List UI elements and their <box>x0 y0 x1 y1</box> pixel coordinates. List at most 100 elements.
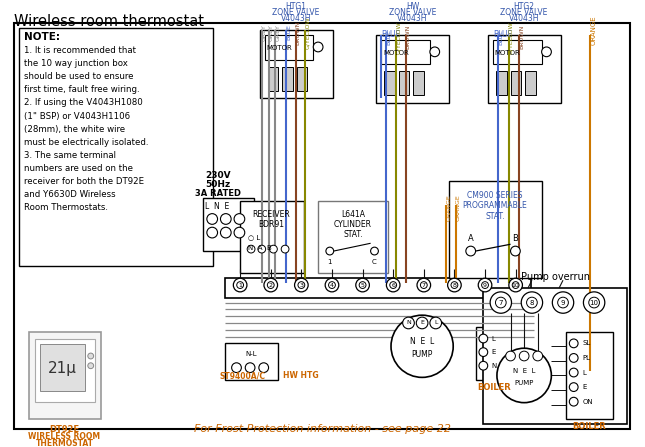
Bar <box>225 343 278 380</box>
Text: (28mm), the white wire: (28mm), the white wire <box>24 125 124 134</box>
Circle shape <box>264 278 277 292</box>
Circle shape <box>482 282 488 288</box>
Circle shape <box>371 247 379 255</box>
Text: HW HTG: HW HTG <box>283 371 319 380</box>
Text: 7: 7 <box>422 283 426 287</box>
Circle shape <box>402 317 414 329</box>
Text: 50Hz: 50Hz <box>206 180 231 189</box>
Text: 7: 7 <box>499 299 503 306</box>
Text: PUMP: PUMP <box>412 350 433 358</box>
Circle shape <box>313 42 323 52</box>
Bar <box>203 198 254 251</box>
Text: HW: HW <box>406 2 419 11</box>
Text: CYLINDER: CYLINDER <box>334 220 372 229</box>
Circle shape <box>298 282 305 288</box>
Text: should be used to ensure: should be used to ensure <box>24 72 133 81</box>
Text: E: E <box>420 320 424 325</box>
Circle shape <box>234 214 244 224</box>
Text: THERMOSTAT: THERMOSTAT <box>35 439 94 447</box>
Text: N-L: N-L <box>245 351 257 357</box>
Bar <box>384 71 395 95</box>
Circle shape <box>245 363 255 372</box>
Text: G/YELLOW: G/YELLOW <box>509 21 513 54</box>
Bar <box>483 288 627 424</box>
Text: C: C <box>372 259 377 265</box>
Circle shape <box>479 348 488 357</box>
Text: 8: 8 <box>453 283 457 287</box>
Text: MOTOR: MOTOR <box>383 50 409 56</box>
Text: PROGRAMMABLE: PROGRAMMABLE <box>462 202 528 211</box>
Circle shape <box>552 292 573 313</box>
Circle shape <box>391 315 453 377</box>
Text: BLUE: BLUE <box>386 30 391 45</box>
Bar <box>318 201 388 274</box>
Bar <box>40 344 85 391</box>
Circle shape <box>221 227 231 238</box>
Text: PUMP: PUMP <box>515 380 534 386</box>
Text: L: L <box>582 370 586 375</box>
Text: 10: 10 <box>511 283 519 287</box>
Text: BDR91: BDR91 <box>259 220 284 229</box>
Text: Wireless room thermostat: Wireless room thermostat <box>14 14 204 29</box>
Bar <box>413 71 424 95</box>
Bar <box>19 28 213 266</box>
Circle shape <box>207 227 217 238</box>
Text: ORANGE: ORANGE <box>446 194 452 221</box>
Text: N: N <box>406 320 411 325</box>
Text: first time, fault free wiring.: first time, fault free wiring. <box>24 85 139 94</box>
Text: 8: 8 <box>530 299 534 306</box>
Circle shape <box>448 278 461 292</box>
Circle shape <box>506 351 515 361</box>
Text: N  E  L: N E L <box>410 337 434 346</box>
Bar <box>241 201 304 274</box>
Text: ORANGE: ORANGE <box>456 194 461 221</box>
Text: N  A  B: N A B <box>248 245 272 251</box>
Bar <box>525 71 536 95</box>
Circle shape <box>237 282 244 288</box>
Circle shape <box>233 278 247 292</box>
Text: SL: SL <box>582 340 591 346</box>
Text: (1" BSP) or V4043H1106: (1" BSP) or V4043H1106 <box>24 112 130 121</box>
Text: 230V: 230V <box>205 171 231 180</box>
Circle shape <box>416 317 428 329</box>
Text: ORANGE: ORANGE <box>590 16 596 45</box>
Text: MOTOR: MOTOR <box>495 50 521 56</box>
Text: MOTOR: MOTOR <box>266 45 292 51</box>
Circle shape <box>326 247 333 255</box>
Text: V4043H: V4043H <box>509 14 539 23</box>
Circle shape <box>221 214 231 224</box>
Bar <box>225 278 531 298</box>
Bar <box>450 181 542 278</box>
Text: the 10 way junction box: the 10 way junction box <box>24 59 128 68</box>
Circle shape <box>356 278 370 292</box>
Text: PL: PL <box>582 355 590 361</box>
Text: GREY: GREY <box>262 24 267 41</box>
Text: BROWN: BROWN <box>519 25 524 50</box>
Circle shape <box>295 278 308 292</box>
Circle shape <box>430 317 442 329</box>
Circle shape <box>270 245 277 253</box>
Text: 1: 1 <box>238 283 242 287</box>
Circle shape <box>267 282 274 288</box>
Circle shape <box>232 363 241 372</box>
Bar <box>28 332 101 419</box>
Text: 2: 2 <box>269 283 273 287</box>
Text: BOILER: BOILER <box>477 383 511 392</box>
Circle shape <box>207 214 217 224</box>
Text: 21µ: 21µ <box>48 361 77 376</box>
Circle shape <box>521 292 542 313</box>
Text: N  E  L: N E L <box>513 367 535 374</box>
Circle shape <box>533 351 542 361</box>
Text: L: L <box>434 320 437 325</box>
Bar <box>493 40 542 64</box>
Circle shape <box>325 278 339 292</box>
Circle shape <box>386 278 400 292</box>
Circle shape <box>589 297 599 308</box>
Text: BLUE: BLUE <box>498 30 503 45</box>
Text: V4043H: V4043H <box>397 14 428 23</box>
Bar <box>297 67 308 91</box>
Text: ZONE VALVE: ZONE VALVE <box>501 8 548 17</box>
Circle shape <box>490 292 511 313</box>
Circle shape <box>570 383 578 392</box>
Text: BROWN: BROWN <box>406 25 411 50</box>
